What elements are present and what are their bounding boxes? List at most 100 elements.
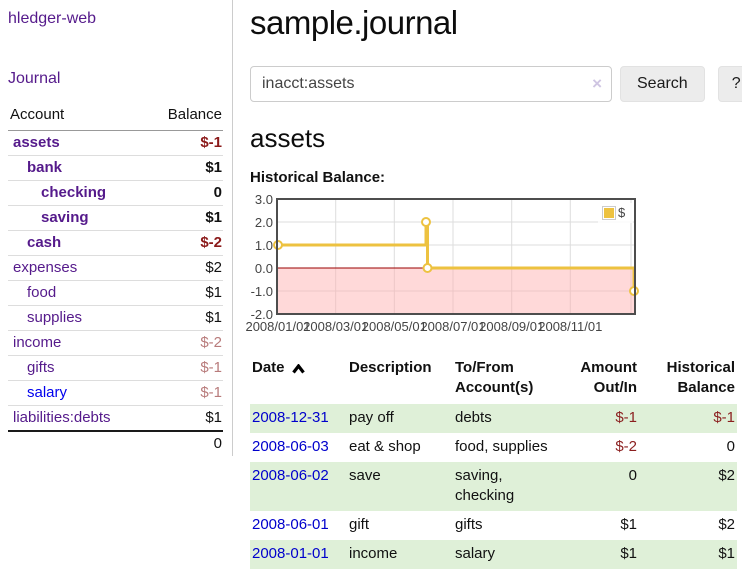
account-balance: $1 [146,280,223,306]
sort-asc-icon [291,364,305,374]
account-balance: $1 [146,205,223,231]
account-row-expenses: expenses $2 [8,255,223,281]
account-heading: assets [250,123,326,153]
account-balance: $-2 [146,230,223,256]
account-balance: $1 [146,155,223,181]
page-title: sample.journal [250,4,458,41]
txn-description: gift [349,516,370,533]
svg-text:1.0: 1.0 [255,238,273,253]
account-balance: $1 [146,405,223,431]
txn-accounts: gifts [455,516,483,533]
txn-description: eat & shop [349,438,421,455]
txn-accounts: salary [453,540,557,569]
account-link-supplies[interactable]: supplies [27,309,83,326]
account-link-checking[interactable]: checking [41,184,107,201]
txn-amount: $1 [620,516,637,533]
svg-text:-1.0: -1.0 [251,284,273,299]
svg-text:-2.0: -2.0 [251,307,273,322]
accounts-total-row: 0 [8,430,223,456]
col-balance: Historical Balance [666,359,735,396]
svg-text:2.0: 2.0 [255,215,273,230]
account-row-supplies: supplies $1 [8,305,223,331]
col-date-label: Date [252,359,285,376]
account-link-gifts[interactable]: gifts [27,359,55,376]
txn-date-link[interactable]: 2008-01-01 [252,545,329,562]
hledger-web-app: hledger-web Journal Account Balance asse… [0,0,742,569]
svg-text:2008/05/01: 2008/05/01 [362,319,427,334]
txn-date-link[interactable]: 2008-06-01 [252,516,329,533]
account-balance: $-1 [146,380,223,406]
sidebar: hledger-web Journal Account Balance asse… [0,0,233,456]
account-row-liabilities-debts: liabilities:debts $1 [8,405,223,431]
col-amount: Amount Out/In [580,359,637,396]
chart-canvas: $ 3.0 2.0 1.0 0.0 -1.0 -2.0 2008/01/01 2… [245,192,639,334]
legend-label: $ [618,205,626,220]
clear-search-icon[interactable]: × [592,74,602,93]
account-row-food: food $1 [8,280,223,306]
account-link-salary[interactable]: salary [27,384,68,401]
txn-balance: $-1 [639,404,737,433]
accounts-total-value: 0 [146,430,223,456]
col-tofrom: To/From Account(s) [455,359,534,396]
account-link-bank[interactable]: bank [27,159,63,176]
register-row: 2008-06-02 save saving, checking 0 $2 [250,462,737,511]
svg-text:2008/03/01: 2008/03/01 [303,319,368,334]
legend-swatch [604,208,614,218]
txn-date-link[interactable]: 2008-06-03 [252,438,329,455]
plot-border [276,198,636,315]
historical-balance-chart: $ 3.0 2.0 1.0 0.0 -1.0 -2.0 2008/01/01 2… [245,192,735,338]
account-balance: $-1 [146,355,223,381]
register-header-row: Date Description To/From Account(s) Amou… [250,355,737,404]
register-row: 2008-06-01 gift gifts $1 $2 [250,511,737,540]
svg-text:2008/01/01: 2008/01/01 [245,319,310,334]
account-link-income[interactable]: income [13,334,62,351]
account-link-liabilities-debts[interactable]: liabilities:debts [13,409,111,426]
search-input[interactable] [250,66,612,102]
account-row-salary: salary $-1 [8,380,223,406]
txn-description: save [347,462,453,511]
app-title-link[interactable]: hledger-web [8,10,97,27]
account-link-cash[interactable]: cash [27,234,62,251]
search-input-wrap: × [250,66,612,102]
account-balance: $-1 [200,134,222,151]
txn-amount: $1 [557,540,639,569]
account-balance: 0 [146,180,223,206]
account-link-saving[interactable]: saving [41,209,89,226]
accounts-table: Account Balance assets $-1 bank $1 check… [8,102,223,456]
negative-region [278,268,634,314]
account-balance: $-2 [146,330,223,356]
svg-text:2008/09/01: 2008/09/01 [479,319,544,334]
txn-date-link[interactable]: 2008-12-31 [252,409,329,426]
txn-balance: $1 [639,540,737,569]
txn-balance: $2 [718,516,735,533]
account-row-assets: assets $-1 [8,131,223,156]
sidebar-item-journal[interactable]: Journal [8,70,61,87]
account-row-bank: bank $1 [8,155,223,181]
search-button[interactable]: Search [620,66,705,102]
txn-accounts: saving, checking [453,462,557,511]
account-balance: $1 [146,305,223,331]
col-date[interactable]: Date [250,355,347,404]
account-row-gifts: gifts $-1 [8,355,223,381]
txn-date-link[interactable]: 2008-06-02 [252,467,329,484]
txn-accounts: debts [453,404,557,433]
col-description: Description [349,359,432,376]
accounts-header-row: Account Balance [8,102,223,131]
chart-legend: $ [598,203,633,223]
txn-balance: $2 [639,462,737,511]
account-link-assets[interactable]: assets [13,134,60,151]
txn-description: pay off [347,404,453,433]
register-table: Date Description To/From Account(s) Amou… [250,355,737,569]
txn-balance: 0 [726,438,735,455]
main-content: sample.journal × Search ? assets Histori… [233,0,742,569]
account-link-food[interactable]: food [27,284,57,301]
txn-amount: 0 [557,462,639,511]
accounts-col-balance: Balance [146,102,223,131]
account-balance: $2 [146,255,223,281]
account-row-saving: saving $1 [8,205,223,231]
plot-area [277,199,635,314]
register-row: 2008-12-31 pay off debts $-1 $-1 [250,404,737,433]
account-link-expenses[interactable]: expenses [13,259,78,276]
account-row-checking: checking 0 [8,180,223,206]
help-button[interactable]: ? [717,66,742,102]
